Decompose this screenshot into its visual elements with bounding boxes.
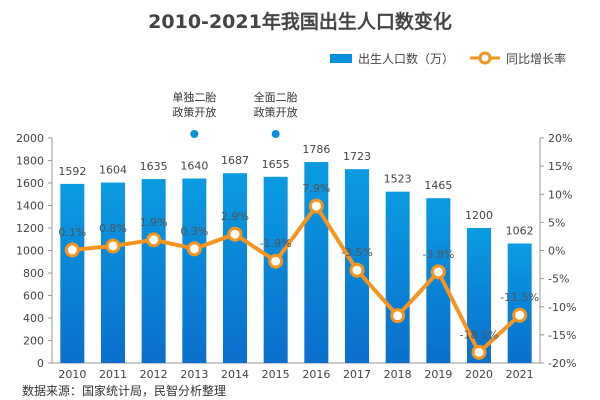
bar (304, 162, 329, 363)
x-tick-label: 2012 (140, 368, 168, 381)
right-tick-label: -10% (548, 301, 576, 314)
bar-value-label: 1723 (343, 150, 371, 163)
bar-value-label: 1655 (262, 158, 290, 171)
growth-rate-marker (390, 308, 406, 324)
bar (101, 182, 125, 363)
right-tick-label: -15% (548, 329, 576, 342)
left-tick-label: 200 (23, 335, 44, 348)
left-tick-label: 1600 (16, 177, 44, 190)
legend-line-label: 同比增长率 (506, 51, 566, 66)
growth-rate-label: 1.9% (140, 216, 168, 229)
growth-rate-marker (105, 238, 121, 254)
x-tick-label: 2018 (384, 368, 412, 381)
policy-annotation-text: 单独二胎 (172, 90, 216, 104)
x-tick-label: 2019 (424, 368, 452, 381)
bar-value-label: 1786 (302, 143, 330, 156)
source-note: 数据来源：国家统计局，民智分析整理 (22, 383, 226, 398)
bar-value-label: 1604 (99, 164, 127, 177)
right-tick-label: 0% (548, 245, 565, 258)
growth-rate-marker (146, 232, 162, 248)
policy-annotation-text: 政策开放 (172, 105, 216, 119)
bar-value-label: 1465 (424, 179, 452, 192)
x-tick-label: 2021 (506, 368, 534, 381)
x-tick-label: 2015 (262, 368, 290, 381)
left-tick-label: 1200 (16, 222, 44, 235)
policy-annotation-dot (190, 130, 199, 138)
growth-rate-label: 0.3% (180, 225, 208, 238)
bar-value-label: 1635 (140, 160, 168, 173)
growth-rate-marker (308, 198, 324, 214)
x-tick-label: 2013 (180, 368, 208, 381)
growth-rate-marker (512, 307, 528, 323)
bar (223, 173, 247, 363)
right-tick-label: 10% (548, 188, 572, 201)
growth-rate-label: 0.1% (58, 226, 86, 239)
x-tick-label: 2017 (343, 368, 371, 381)
bar-value-label: 1687 (221, 154, 249, 167)
policy-annotation-text: 全面二胎 (254, 90, 298, 104)
bar-value-label: 1200 (465, 209, 493, 222)
growth-rate-label: 7.9% (302, 182, 330, 195)
left-tick-label: 600 (23, 290, 44, 303)
growth-rate-label: -3.5% (341, 246, 373, 259)
bar-value-label: 1640 (180, 160, 208, 173)
left-tick-label: 1800 (16, 155, 44, 168)
growth-rate-marker (227, 226, 243, 242)
growth-rate-label: 2.9% (221, 210, 249, 223)
right-tick-label: -5% (548, 273, 569, 286)
x-tick-label: 2011 (99, 368, 127, 381)
legend-bar-swatch (330, 54, 352, 63)
bar (60, 183, 85, 363)
policy-annotation-dot (271, 130, 280, 138)
left-tick-label: 1400 (16, 200, 44, 213)
growth-rate-label: -3.8% (422, 248, 454, 261)
bar-value-label: 1523 (384, 173, 412, 186)
growth-rate-label: 0.8% (99, 222, 127, 235)
growth-rate-label: -11.5% (500, 291, 539, 304)
bar (385, 191, 410, 363)
right-tick-label: 5% (548, 216, 565, 229)
bar (263, 176, 288, 363)
left-tick-label: 0 (37, 357, 44, 370)
growth-rate-label: -1.9% (260, 237, 292, 250)
x-tick-label: 2020 (465, 368, 493, 381)
bar-value-label: 1592 (58, 165, 86, 178)
growth-rate-marker (186, 241, 202, 257)
bar-value-label: 1062 (506, 225, 534, 238)
right-tick-label: 15% (548, 160, 572, 173)
growth-rate-marker (349, 262, 365, 278)
left-tick-label: 2000 (16, 132, 44, 145)
growth-rate-marker (430, 264, 446, 280)
legend-bar-label: 出生人口数（万） (358, 51, 454, 66)
left-tick-label: 400 (23, 312, 44, 325)
growth-rate-marker (64, 242, 80, 258)
right-tick-label: -20% (548, 357, 576, 370)
x-tick-label: 2016 (302, 368, 330, 381)
left-tick-label: 800 (23, 267, 44, 280)
growth-rate-marker (471, 344, 487, 360)
growth-rate-marker (268, 253, 284, 269)
legend-line-marker (478, 51, 492, 65)
x-tick-label: 2014 (221, 368, 249, 381)
chart-title: 2010-2021年我国出生人口数变化 (148, 10, 452, 33)
x-tick-label: 2010 (58, 368, 86, 381)
bar (182, 178, 207, 363)
left-tick-label: 1000 (16, 245, 44, 258)
bar (141, 179, 166, 363)
policy-annotation-text: 政策开放 (254, 105, 298, 119)
legend: 出生人口数（万） 同比增长率 (330, 51, 566, 66)
bar (507, 243, 532, 363)
growth-rate-label: -18.1% (460, 328, 499, 341)
right-tick-label: 20% (548, 132, 572, 145)
